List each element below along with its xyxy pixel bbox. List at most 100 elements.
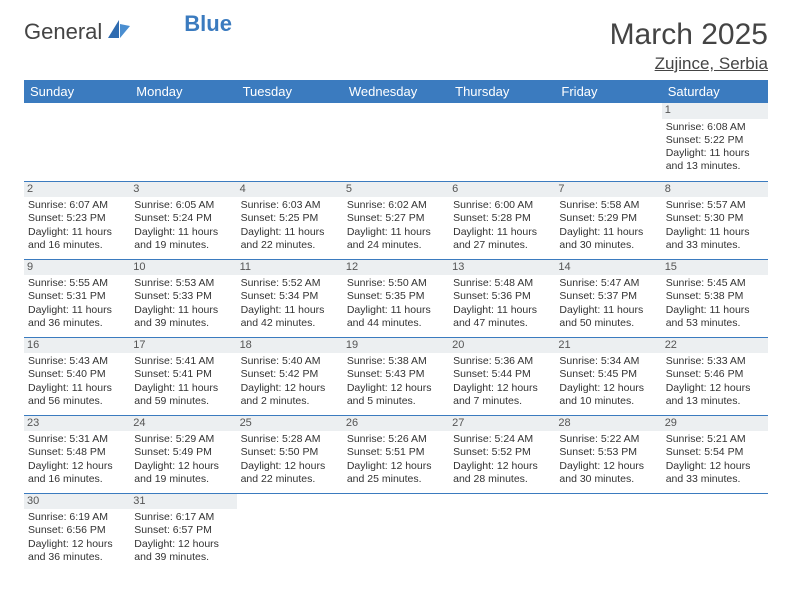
daylight-text: and 16 minutes.: [28, 239, 126, 252]
calendar-day-cell: 25Sunrise: 5:28 AMSunset: 5:50 PMDayligh…: [237, 415, 343, 493]
calendar-day-cell: 31Sunrise: 6:17 AMSunset: 6:57 PMDayligh…: [130, 493, 236, 571]
sunset-text: Sunset: 5:34 PM: [241, 290, 339, 303]
daylight-text: Daylight: 12 hours: [241, 382, 339, 395]
day-number: 13: [449, 260, 555, 276]
daylight-text: Daylight: 11 hours: [453, 226, 551, 239]
day-number: 23: [24, 416, 130, 432]
calendar-day-cell: [237, 103, 343, 181]
calendar-day-cell: 15Sunrise: 5:45 AMSunset: 5:38 PMDayligh…: [662, 259, 768, 337]
logo-text-general: General: [24, 19, 102, 45]
calendar-day-cell: [343, 103, 449, 181]
sunrise-text: Sunrise: 5:53 AM: [134, 277, 232, 290]
sunset-text: Sunset: 6:57 PM: [134, 524, 232, 537]
daylight-text: Daylight: 11 hours: [559, 304, 657, 317]
sunset-text: Sunset: 5:51 PM: [347, 446, 445, 459]
location-label: Zujince, Serbia: [610, 54, 768, 74]
calendar-week-row: 1Sunrise: 6:08 AMSunset: 5:22 PMDaylight…: [24, 103, 768, 181]
calendar-day-cell: 24Sunrise: 5:29 AMSunset: 5:49 PMDayligh…: [130, 415, 236, 493]
daylight-text: Daylight: 12 hours: [453, 460, 551, 473]
sunset-text: Sunset: 5:25 PM: [241, 212, 339, 225]
calendar-day-cell: [130, 103, 236, 181]
daylight-text: and 27 minutes.: [453, 239, 551, 252]
daylight-text: Daylight: 12 hours: [134, 460, 232, 473]
logo: General Blue: [24, 18, 232, 45]
weekday-saturday: Saturday: [662, 80, 768, 103]
sunrise-text: Sunrise: 5:45 AM: [666, 277, 764, 290]
daylight-text: and 39 minutes.: [134, 551, 232, 564]
sunset-text: Sunset: 5:29 PM: [559, 212, 657, 225]
calendar-day-cell: 7Sunrise: 5:58 AMSunset: 5:29 PMDaylight…: [555, 181, 661, 259]
weekday-header-row: Sunday Monday Tuesday Wednesday Thursday…: [24, 80, 768, 103]
daylight-text: and 30 minutes.: [559, 239, 657, 252]
daylight-text: and 19 minutes.: [134, 473, 232, 486]
day-number: 15: [662, 260, 768, 276]
sunset-text: Sunset: 5:38 PM: [666, 290, 764, 303]
daylight-text: and 13 minutes.: [666, 160, 764, 173]
day-number: 30: [24, 494, 130, 510]
daylight-text: and 36 minutes.: [28, 551, 126, 564]
sunset-text: Sunset: 5:43 PM: [347, 368, 445, 381]
daylight-text: Daylight: 11 hours: [453, 304, 551, 317]
daylight-text: Daylight: 11 hours: [347, 226, 445, 239]
calendar-day-cell: [662, 493, 768, 571]
weekday-thursday: Thursday: [449, 80, 555, 103]
sunset-text: Sunset: 5:35 PM: [347, 290, 445, 303]
day-number: 16: [24, 338, 130, 354]
daylight-text: and 24 minutes.: [347, 239, 445, 252]
sunset-text: Sunset: 5:53 PM: [559, 446, 657, 459]
day-number: 14: [555, 260, 661, 276]
daylight-text: and 33 minutes.: [666, 473, 764, 486]
daylight-text: Daylight: 11 hours: [28, 382, 126, 395]
daylight-text: Daylight: 12 hours: [241, 460, 339, 473]
sunrise-text: Sunrise: 5:41 AM: [134, 355, 232, 368]
calendar-day-cell: 29Sunrise: 5:21 AMSunset: 5:54 PMDayligh…: [662, 415, 768, 493]
sunset-text: Sunset: 5:44 PM: [453, 368, 551, 381]
calendar-day-cell: 11Sunrise: 5:52 AMSunset: 5:34 PMDayligh…: [237, 259, 343, 337]
daylight-text: Daylight: 12 hours: [347, 382, 445, 395]
calendar-day-cell: 26Sunrise: 5:26 AMSunset: 5:51 PMDayligh…: [343, 415, 449, 493]
calendar-week-row: 30Sunrise: 6:19 AMSunset: 6:56 PMDayligh…: [24, 493, 768, 571]
daylight-text: Daylight: 12 hours: [666, 382, 764, 395]
daylight-text: and 22 minutes.: [241, 473, 339, 486]
daylight-text: and 53 minutes.: [666, 317, 764, 330]
calendar-day-cell: 5Sunrise: 6:02 AMSunset: 5:27 PMDaylight…: [343, 181, 449, 259]
sunrise-text: Sunrise: 6:03 AM: [241, 199, 339, 212]
daylight-text: and 44 minutes.: [347, 317, 445, 330]
daylight-text: and 2 minutes.: [241, 395, 339, 408]
calendar-day-cell: 30Sunrise: 6:19 AMSunset: 6:56 PMDayligh…: [24, 493, 130, 571]
daylight-text: and 7 minutes.: [453, 395, 551, 408]
calendar-day-cell: 13Sunrise: 5:48 AMSunset: 5:36 PMDayligh…: [449, 259, 555, 337]
calendar-day-cell: 12Sunrise: 5:50 AMSunset: 5:35 PMDayligh…: [343, 259, 449, 337]
sunrise-text: Sunrise: 5:48 AM: [453, 277, 551, 290]
day-number: 20: [449, 338, 555, 354]
calendar-day-cell: 6Sunrise: 6:00 AMSunset: 5:28 PMDaylight…: [449, 181, 555, 259]
sunset-text: Sunset: 5:42 PM: [241, 368, 339, 381]
daylight-text: Daylight: 11 hours: [134, 382, 232, 395]
calendar-day-cell: 4Sunrise: 6:03 AMSunset: 5:25 PMDaylight…: [237, 181, 343, 259]
day-number: 26: [343, 416, 449, 432]
sunset-text: Sunset: 5:50 PM: [241, 446, 339, 459]
calendar-day-cell: 3Sunrise: 6:05 AMSunset: 5:24 PMDaylight…: [130, 181, 236, 259]
calendar-day-cell: [237, 493, 343, 571]
day-number: 9: [24, 260, 130, 276]
sunset-text: Sunset: 5:22 PM: [666, 134, 764, 147]
day-number: 2: [24, 182, 130, 198]
day-number: 10: [130, 260, 236, 276]
calendar-week-row: 2Sunrise: 6:07 AMSunset: 5:23 PM Daylight…: [24, 181, 768, 259]
day-number: 1: [662, 103, 768, 119]
daylight-text: and 42 minutes.: [241, 317, 339, 330]
daylight-text: Daylight: 12 hours: [28, 538, 126, 551]
day-number: 7: [555, 182, 661, 198]
calendar-day-cell: [449, 103, 555, 181]
daylight-text: Daylight: 12 hours: [666, 460, 764, 473]
daylight-text: and 39 minutes.: [134, 317, 232, 330]
daylight-text: and 5 minutes.: [347, 395, 445, 408]
sunset-text: Sunset: 5:23 PM: [28, 212, 126, 225]
day-number: 4: [237, 182, 343, 198]
daylight-text: Daylight: 11 hours: [134, 226, 232, 239]
sunrise-text: Sunrise: 6:07 AM: [28, 199, 126, 212]
sunset-text: Sunset: 6:56 PM: [28, 524, 126, 537]
day-number: 27: [449, 416, 555, 432]
calendar-day-cell: [555, 493, 661, 571]
daylight-text: Daylight: 11 hours: [559, 226, 657, 239]
